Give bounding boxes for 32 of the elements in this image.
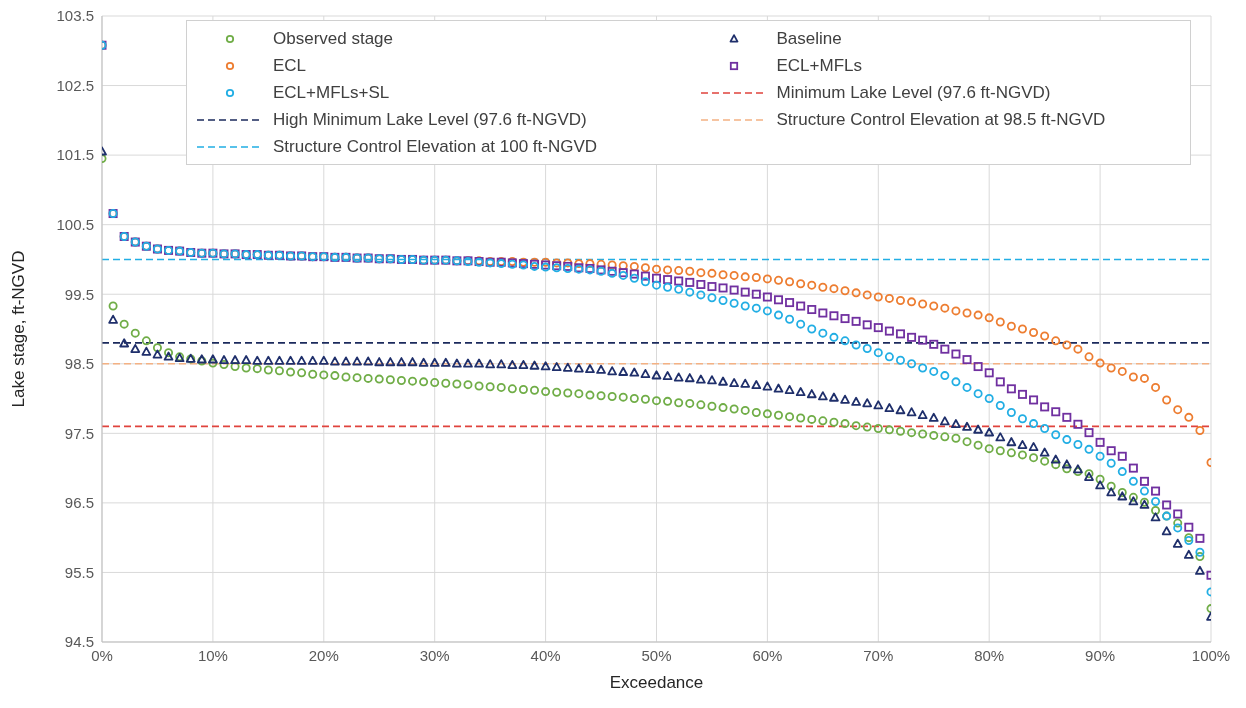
x-tick-label: 10%: [197, 646, 228, 664]
x-tick-label: 40%: [530, 646, 561, 664]
legend-label: Structure Control Elevation at 98.5 ft-NGVD: [776, 109, 1106, 130]
x-tick-label: 0%: [91, 646, 113, 664]
x-axis-title: Exceedance: [609, 673, 704, 692]
y-axis-title: Lake stage, ft-NGVD: [9, 250, 29, 408]
legend-label: Minimum Lake Level (97.6 ft-NGVD): [776, 82, 1051, 103]
x-tick-label: 90%: [1085, 646, 1116, 664]
y-tick-label: 101.5: [56, 146, 94, 164]
legend-label: Structure Control Elevation at 100 ft-NGVD: [273, 136, 598, 157]
x-tick-label: 20%: [308, 646, 339, 664]
x-tick-label: 30%: [419, 646, 450, 664]
y-tick-label: 94.5: [64, 633, 94, 651]
y-tick-label: 95.5: [64, 563, 94, 581]
y-tick-label: 102.5: [56, 76, 94, 94]
y-tick-label: 98.5: [64, 355, 94, 373]
x-tick-label: 70%: [863, 646, 894, 664]
legend-label: ECL+MFLs: [776, 55, 862, 76]
legend-label: Observed stage: [273, 28, 394, 49]
x-tick-label: 100%: [1191, 646, 1231, 664]
y-tick-label: 100.5: [56, 215, 94, 233]
x-tick-label: 60%: [752, 646, 783, 664]
y-tick-label: 97.5: [64, 424, 94, 442]
legend-label: High Minimum Lake Level (97.6 ft-NGVD): [273, 109, 587, 130]
y-tick-label: 99.5: [64, 285, 94, 303]
legend-label: Baseline: [776, 28, 842, 49]
x-tick-label: 80%: [974, 646, 1005, 664]
x-tick-label: 50%: [641, 646, 672, 664]
y-tick-label: 96.5: [64, 494, 94, 512]
legend-label: ECL+MFLs+SL: [273, 82, 390, 103]
legend-label: ECL: [273, 55, 307, 76]
y-tick-label: 103.5: [56, 7, 94, 25]
